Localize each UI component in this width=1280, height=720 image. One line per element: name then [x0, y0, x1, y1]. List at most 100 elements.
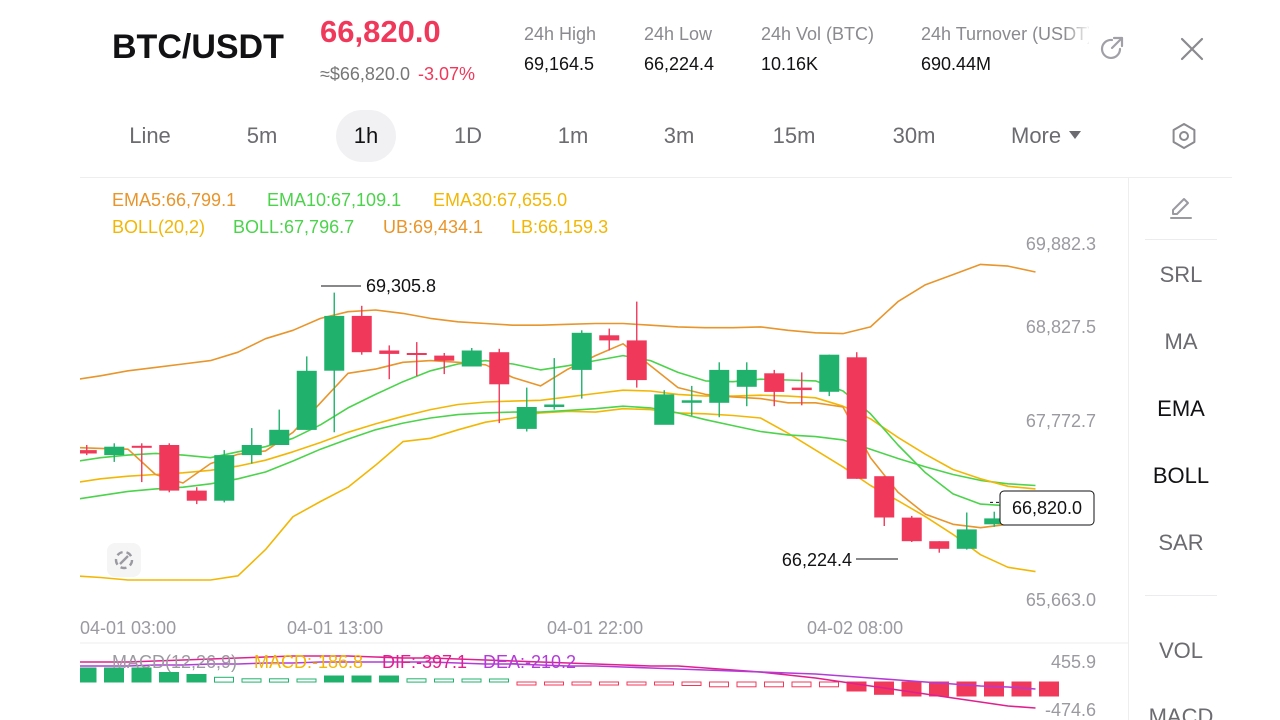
indicator-ma[interactable]: MA: [1164, 329, 1198, 354]
tab-15m[interactable]: 15m: [772, 123, 816, 148]
candlestick-chart[interactable]: EMA5:66,799.1 EMA10:67,109.1 EMA30:67,65…: [80, 178, 1128, 720]
legend-macd-params: MACD(12,26,9): [112, 652, 238, 672]
stat-volume: 24h Vol (BTC) 10.16K: [761, 24, 874, 75]
legend-ema10: EMA10:67,109.1: [267, 190, 402, 210]
max-price-annotation: 69,305.8: [366, 276, 436, 296]
macd-histogram-bar: [379, 675, 399, 683]
candle-body: [626, 340, 647, 381]
candle-body: [791, 387, 812, 391]
candle-body: [571, 332, 592, 370]
toolbar-separator: [1145, 239, 1217, 240]
candle-body: [406, 353, 427, 355]
stat-high-value: 69,164.5: [524, 54, 595, 74]
candle-body: [544, 404, 565, 407]
indicator-macd[interactable]: MACD: [1148, 704, 1214, 720]
indicator-ema[interactable]: EMA: [1157, 396, 1205, 421]
candle-body: [709, 369, 730, 403]
macd-histogram-bar: [489, 678, 509, 683]
timeframe-tabs: Line 5m 1h 1D 1m 3m 15m 30m More: [80, 110, 1232, 164]
macd-histogram-bar: [654, 681, 674, 686]
macd-histogram-bar: [626, 681, 647, 686]
candle-body: [846, 357, 867, 479]
tab-line[interactable]: Line: [129, 123, 171, 148]
tab-1h[interactable]: 1h: [336, 110, 396, 162]
candle-body: [874, 476, 895, 518]
more-timeframes-dropdown[interactable]: More: [1011, 110, 1082, 162]
candle-body: [461, 350, 482, 367]
macd-histogram-bar: [159, 672, 179, 683]
settings-icon[interactable]: [1170, 122, 1198, 150]
candle-body: [269, 429, 290, 445]
stat-low-value: 66,224.4: [644, 54, 715, 74]
share-icon[interactable]: [1097, 34, 1127, 64]
macd-histogram-bar: [571, 681, 592, 686]
legend-macd: MACD:-186.8: [254, 652, 364, 672]
macd-histogram-bar: [709, 681, 729, 688]
macd-histogram-bar: [736, 681, 757, 688]
candle-body: [984, 518, 1005, 525]
tab-30m[interactable]: 30m: [892, 123, 936, 148]
tab-1m[interactable]: 1m: [557, 123, 589, 148]
toolbar-separator: [1145, 595, 1217, 596]
candle-body: [599, 335, 620, 341]
candle-body: [819, 354, 840, 392]
macd-dea-line: [80, 661, 1036, 690]
current-price-box: [999, 490, 1095, 526]
tab-1d[interactable]: 1D: [453, 123, 483, 148]
candle-body: [351, 315, 372, 353]
stat-volume-label: 24h Vol (BTC): [761, 24, 875, 44]
candle-body: [159, 445, 180, 491]
legend-dea: DEA:-210.2: [483, 652, 577, 672]
x-axis-label: 04-02 08:00: [807, 618, 903, 638]
indicator-sar[interactable]: SAR: [1158, 530, 1204, 555]
min-price-annotation: 66,224.4: [782, 550, 852, 570]
more-label: More: [1011, 123, 1062, 148]
macd-histogram-bar: [296, 678, 317, 683]
stat-turnover: 24h Turnover (USDT) 690.44M: [921, 24, 1089, 75]
tab-3m[interactable]: 3m: [663, 123, 695, 148]
macd-histogram-bar: [984, 681, 1004, 697]
legend-ub: UB:69,434.1: [383, 217, 484, 237]
indicator-boll[interactable]: BOLL: [1152, 463, 1210, 488]
legend-dif: DIF:-397.1: [382, 652, 468, 672]
candle-body: [324, 315, 345, 371]
current-price-label: 66,820.0: [1012, 498, 1082, 518]
indicator-toolbar: SRL MA EMA BOLL SAR VOL MACD: [1128, 178, 1232, 720]
candle-body: [736, 369, 757, 387]
macd-histogram-bar: [764, 681, 784, 688]
stat-turnover-value: 690.44M: [921, 54, 992, 74]
drawing-pencil-icon[interactable]: [1167, 194, 1195, 222]
macd-histogram-bar: [901, 681, 922, 697]
candle-body: [80, 450, 97, 454]
usd-price-row: ≈$66,820.0 -3.07%: [320, 64, 475, 85]
macd-histogram-bar: [544, 681, 564, 686]
chart-canvas: 69,882.3 68,827.5 67,772.7 65,663.0 04-01 03…: [80, 234, 1128, 720]
chevron-down-icon: [1069, 131, 1082, 140]
candle-body: [956, 529, 977, 549]
stat-high-label: 24h High: [524, 24, 597, 44]
macd-histogram-bar: [351, 675, 372, 683]
macd-histogram-bar: [186, 674, 207, 683]
close-icon[interactable]: [1177, 34, 1207, 64]
indicator-srl[interactable]: SRL: [1159, 262, 1203, 287]
macd-histogram-bar: [1039, 681, 1059, 697]
drawing-toggle-button[interactable]: [107, 543, 141, 577]
stat-low: 24h Low 66,224.4: [644, 24, 714, 75]
candle-body: [131, 445, 152, 448]
boll-upper-band: [80, 263, 1036, 380]
macd-histogram-bar: [599, 681, 619, 686]
stat-fade: [1064, 20, 1092, 60]
candle-body: [379, 350, 400, 354]
y-axis-label: 68,827.5: [1026, 317, 1096, 337]
macd-histogram-bar: [846, 681, 867, 692]
macd-y-label-bottom: -474.6: [1045, 700, 1096, 720]
candle-body: [489, 352, 510, 385]
macd-histogram-bar: [269, 678, 289, 683]
macd-histogram-bar: [406, 678, 427, 683]
macd-histogram-bar: [80, 667, 97, 683]
tab-5m[interactable]: 5m: [246, 123, 278, 148]
tabs-divider: [80, 177, 1232, 178]
change-percent: -3.07%: [417, 64, 476, 84]
indicator-vol[interactable]: VOL: [1158, 638, 1204, 663]
candle-body: [434, 355, 455, 361]
